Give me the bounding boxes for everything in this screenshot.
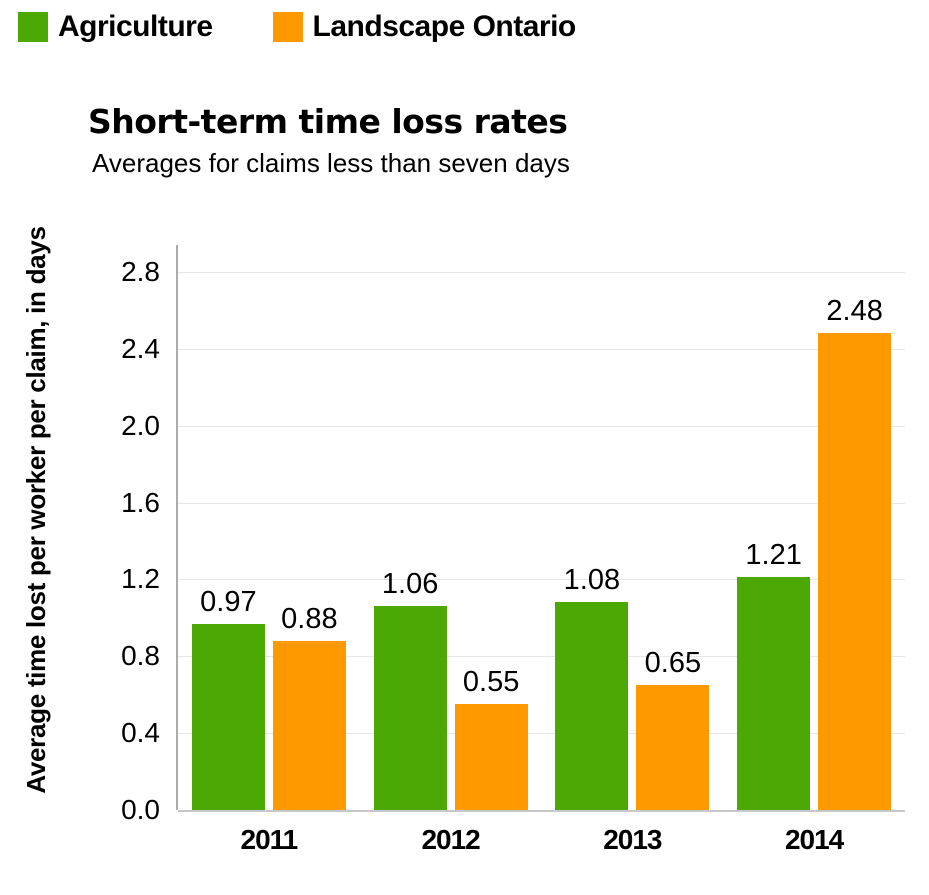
- legend-label-landscape-ontario: Landscape Ontario: [312, 10, 577, 43]
- gridline-0.8: [178, 656, 905, 658]
- bar-value-landscape-ontario-2014: 2.48: [826, 295, 883, 328]
- y-tick-label-0.4: 0.4: [121, 717, 160, 749]
- bar-value-landscape-ontario-2013: 0.65: [644, 647, 702, 680]
- bar-value-agriculture-2013: 1.08: [563, 564, 621, 597]
- x-axis-label-2014: 2014: [784, 824, 844, 855]
- legend: Agriculture Landscape Ontario: [18, 12, 576, 42]
- bar-value-agriculture-2012: 1.06: [381, 568, 439, 601]
- bar-value-agriculture-2011: 0.97: [200, 585, 257, 618]
- x-axis-label-2012: 2012: [421, 824, 480, 855]
- legend-swatch-agriculture: [18, 12, 48, 42]
- gridline-2.0: [178, 425, 905, 427]
- bar-agriculture-2013: [555, 602, 629, 810]
- legend-label-agriculture: Agriculture: [58, 10, 213, 43]
- bar-agriculture-2011: [191, 623, 265, 810]
- gridline-2.8: [178, 271, 905, 273]
- x-axis-label-2013: 2013: [603, 824, 662, 855]
- x-axis-label-2011: 2011: [240, 824, 299, 855]
- legend-swatch-landscape-ontario: [272, 12, 303, 42]
- bar-landscape-ontario-2012: [454, 704, 528, 810]
- legend-item-agriculture: Agriculture: [18, 12, 213, 42]
- y-tick-label-0.8: 0.8: [121, 640, 160, 672]
- bar-value-agriculture-2014: 1.21: [745, 539, 802, 572]
- bar-agriculture-2014: [737, 577, 811, 810]
- y-tick-label-1.2: 1.2: [121, 563, 160, 595]
- gridline-1.2: [178, 579, 905, 581]
- bar-landscape-ontario-2011: [272, 640, 346, 810]
- bar-value-landscape-ontario-2011: 0.88: [281, 602, 338, 635]
- y-tick-label-0.0: 0.0: [121, 794, 160, 825]
- x-axis-line: [178, 810, 905, 812]
- y-tick-label-2.0: 2.0: [121, 409, 160, 441]
- bar-agriculture-2012: [373, 606, 447, 810]
- y-tick-label-2.4: 2.4: [121, 332, 160, 364]
- plot-area: 0.0 0.4 0.8 1.2 1.6 2.0 2.4 2.8 0.97 0.88 2011 1.06…: [121, 245, 905, 855]
- gridline-1.6: [178, 502, 905, 504]
- bar-landscape-ontario-2013: [636, 685, 710, 810]
- chart-subtitle: Averages for claims less than seven days: [92, 148, 570, 178]
- bar-value-landscape-ontario-2012: 0.55: [462, 666, 520, 699]
- legend-item-landscape-ontario: Landscape Ontario: [272, 10, 577, 43]
- gridline-0.4: [178, 733, 905, 735]
- gridline-2.4: [178, 348, 905, 350]
- y-tick-label-2.8: 2.8: [121, 255, 160, 287]
- y-tick-label-1.6: 1.6: [121, 486, 160, 518]
- chart-title: Short-term time loss rates: [88, 102, 568, 141]
- bar-landscape-ontario-2014: [818, 333, 892, 810]
